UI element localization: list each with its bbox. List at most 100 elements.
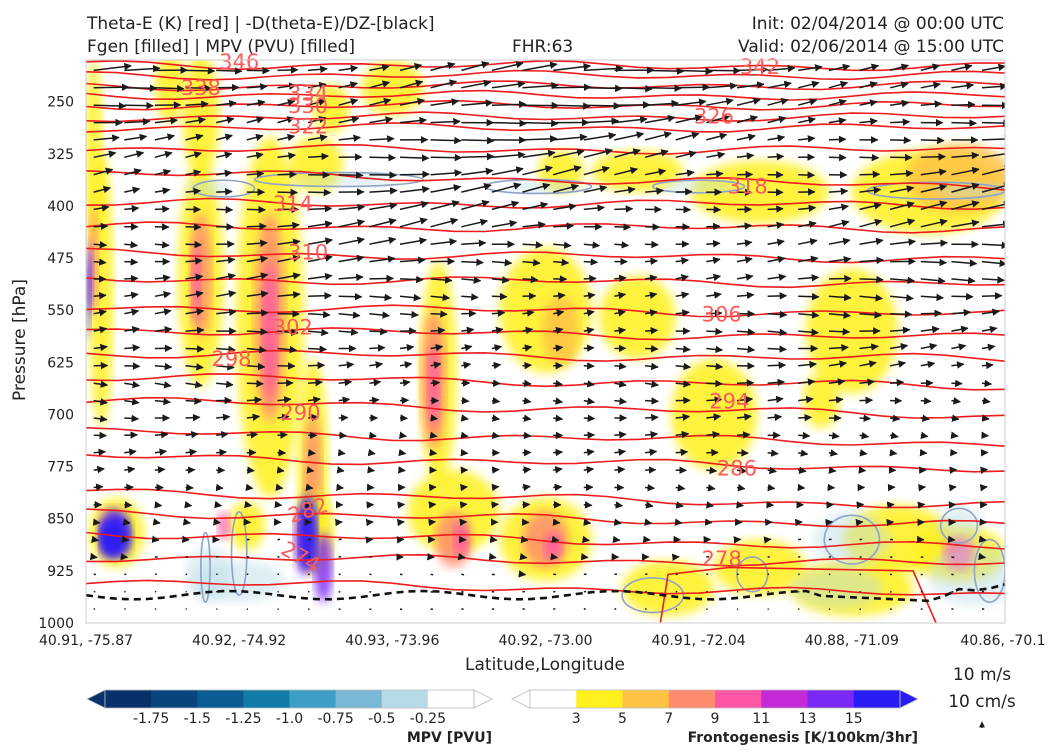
- wind-vector: [216, 169, 233, 178]
- wind-vector: [399, 79, 424, 89]
- wind-vector: [461, 99, 494, 107]
- wind-vector: [246, 170, 265, 178]
- wind-vector: [828, 203, 849, 211]
- wind-vector: [185, 448, 198, 456]
- wind-vector: [890, 238, 917, 246]
- wind-vector: [152, 518, 161, 526]
- wind-vector: [491, 466, 500, 474]
- wind-vector: [644, 168, 667, 176]
- wind-vector: [828, 117, 847, 125]
- wind-vector: [828, 63, 851, 72]
- wind-vector: [614, 166, 639, 176]
- wind-vector: [124, 362, 141, 370]
- colorbar-tick-label: 3: [572, 711, 581, 727]
- wind-vector: [307, 98, 327, 106]
- wind-vector: [277, 99, 296, 107]
- wind-vector: [216, 67, 243, 75]
- wind-vector: [889, 185, 915, 193]
- fgen-colorbar-title: Frontogenesis [K/100km/3hr]: [688, 730, 918, 746]
- wind-vector: [583, 148, 613, 159]
- wind-vector: [460, 414, 469, 422]
- wind-vector: [767, 255, 786, 264]
- wind-vector: [552, 518, 561, 526]
- wind-vector: [951, 308, 972, 317]
- wind-vector: [154, 362, 173, 371]
- wind-vector: [93, 62, 132, 72]
- wind-vector: [460, 448, 469, 457]
- colorbar-tick-label: 11: [752, 711, 770, 727]
- wind-vector: [429, 431, 438, 439]
- wind-vector: [920, 360, 936, 369]
- wind-vector: [338, 414, 349, 422]
- wind-vector: [675, 169, 695, 177]
- wind-vector: [675, 345, 691, 353]
- wind-vector: [859, 63, 880, 72]
- wind-vector: [185, 345, 205, 353]
- colorbar-swatch: [243, 690, 290, 708]
- theta-e-contour: [86, 143, 1005, 155]
- y-tick-label: 1000: [38, 616, 74, 632]
- wind-vector: [553, 222, 575, 230]
- wind-vector: [185, 397, 202, 405]
- wind-vector: [214, 500, 223, 509]
- theta-e-label: 294: [709, 389, 749, 413]
- wind-vector: [798, 360, 817, 369]
- wind-vector: [614, 274, 627, 283]
- wind-vector: [553, 344, 564, 352]
- colorbar-swatch: [197, 690, 244, 708]
- wind-vector: [583, 326, 595, 335]
- mpv-fill: [936, 508, 983, 544]
- wind-vector: [308, 413, 320, 422]
- wind-vector: [553, 326, 564, 335]
- wind-vector: [736, 222, 753, 230]
- wind-vector: [828, 360, 848, 368]
- wind-vector: [951, 361, 965, 369]
- wind-vector: [246, 133, 264, 142]
- wind-vector: [93, 380, 109, 388]
- wind-vector: [583, 204, 605, 212]
- wind-vector: [859, 202, 882, 211]
- wind-vector: [917, 501, 926, 509]
- wind-vector: [522, 165, 554, 176]
- wind-vector: [399, 310, 419, 319]
- wind-vector: [522, 431, 532, 440]
- wind-vector: [461, 218, 489, 228]
- colorbar-tick-label: 7: [664, 711, 673, 727]
- wind-vector: [644, 380, 659, 388]
- wind-vector: [920, 239, 948, 247]
- wind-vector: [767, 378, 786, 387]
- colorbar-tick-label: 15: [845, 711, 863, 727]
- wind-vector: [828, 311, 851, 319]
- wind-vector: [93, 448, 107, 457]
- wind-vector: [645, 362, 659, 371]
- wind-vector: [430, 343, 444, 352]
- wind-vector: [951, 414, 960, 422]
- wind-vector: [430, 200, 460, 211]
- wind-vector: [583, 117, 620, 125]
- wind-vector: [981, 431, 989, 439]
- wind-vector: [859, 117, 878, 126]
- wind-vector: [981, 414, 990, 422]
- wind-vector: [645, 344, 659, 353]
- wind-vector: [185, 240, 203, 249]
- wind-vector: [277, 66, 299, 74]
- wind-vector: [399, 97, 426, 106]
- theta-e-label: 326: [694, 104, 734, 128]
- wind-vector: [981, 343, 996, 352]
- wind-vector: [491, 100, 527, 109]
- wind-vector: [553, 414, 564, 423]
- wind-vector: [706, 114, 731, 124]
- colorbar-swatch: [105, 690, 152, 708]
- wind-vector: [124, 168, 142, 176]
- colorbar-tick-label: 9: [711, 711, 720, 727]
- wind-vector: [246, 83, 268, 91]
- y-tick-label: 475: [47, 251, 74, 267]
- wind-vector: [981, 379, 993, 388]
- wind-vector: [338, 311, 361, 319]
- wind-vector: [675, 413, 691, 421]
- wind-vector: [182, 518, 191, 526]
- wind-vector: [951, 259, 978, 267]
- wind-vector: [614, 326, 627, 335]
- wind-vector: [828, 396, 844, 404]
- wind-vector: [736, 501, 744, 509]
